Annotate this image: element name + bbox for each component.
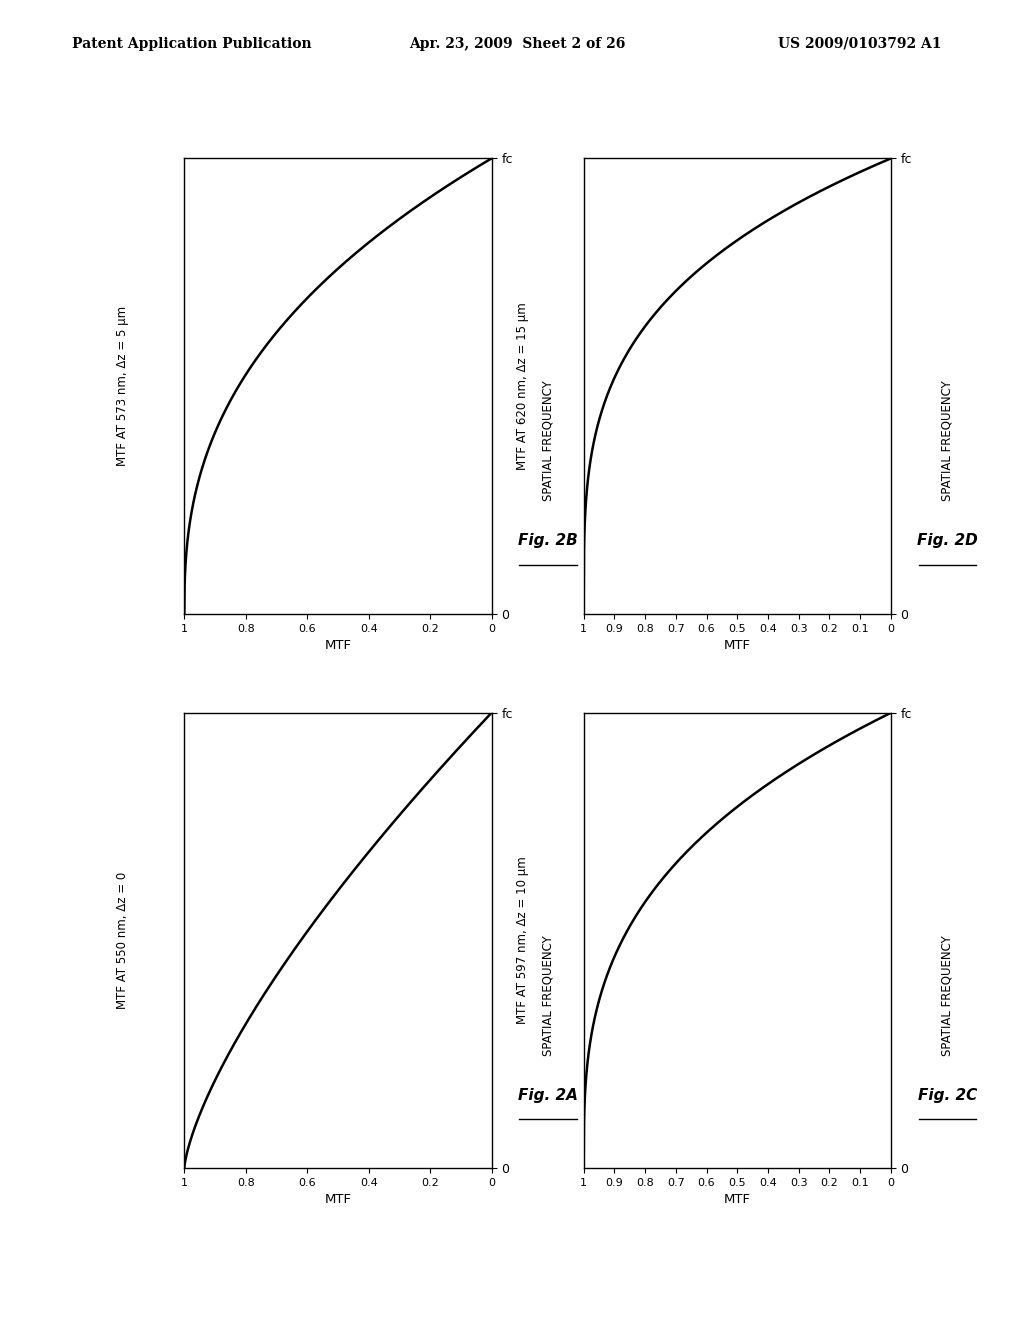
X-axis label: MTF: MTF [724, 639, 751, 652]
Text: SPATIAL FREQUENCY: SPATIAL FREQUENCY [941, 380, 953, 502]
Text: MTF AT 620 nm, Δz = 15 μm: MTF AT 620 nm, Δz = 15 μm [516, 302, 528, 470]
Text: SPATIAL FREQUENCY: SPATIAL FREQUENCY [542, 935, 554, 1056]
Text: US 2009/0103792 A1: US 2009/0103792 A1 [778, 37, 942, 51]
Text: SPATIAL FREQUENCY: SPATIAL FREQUENCY [941, 935, 953, 1056]
Text: SPATIAL FREQUENCY: SPATIAL FREQUENCY [542, 380, 554, 502]
Text: MTF AT 597 nm, Δz = 10 μm: MTF AT 597 nm, Δz = 10 μm [516, 857, 528, 1024]
X-axis label: MTF: MTF [724, 1193, 751, 1206]
Text: Apr. 23, 2009  Sheet 2 of 26: Apr. 23, 2009 Sheet 2 of 26 [410, 37, 626, 51]
Text: Fig. 2D: Fig. 2D [916, 533, 978, 548]
Text: Fig. 2C: Fig. 2C [918, 1088, 977, 1102]
X-axis label: MTF: MTF [325, 639, 351, 652]
Text: Patent Application Publication: Patent Application Publication [72, 37, 311, 51]
Text: Fig. 2A: Fig. 2A [518, 1088, 578, 1102]
Text: MTF AT 550 nm, Δz = 0: MTF AT 550 nm, Δz = 0 [117, 873, 129, 1008]
X-axis label: MTF: MTF [325, 1193, 351, 1206]
Text: MTF AT 573 nm, Δz = 5 μm: MTF AT 573 nm, Δz = 5 μm [117, 306, 129, 466]
Text: Fig. 2B: Fig. 2B [518, 533, 578, 548]
